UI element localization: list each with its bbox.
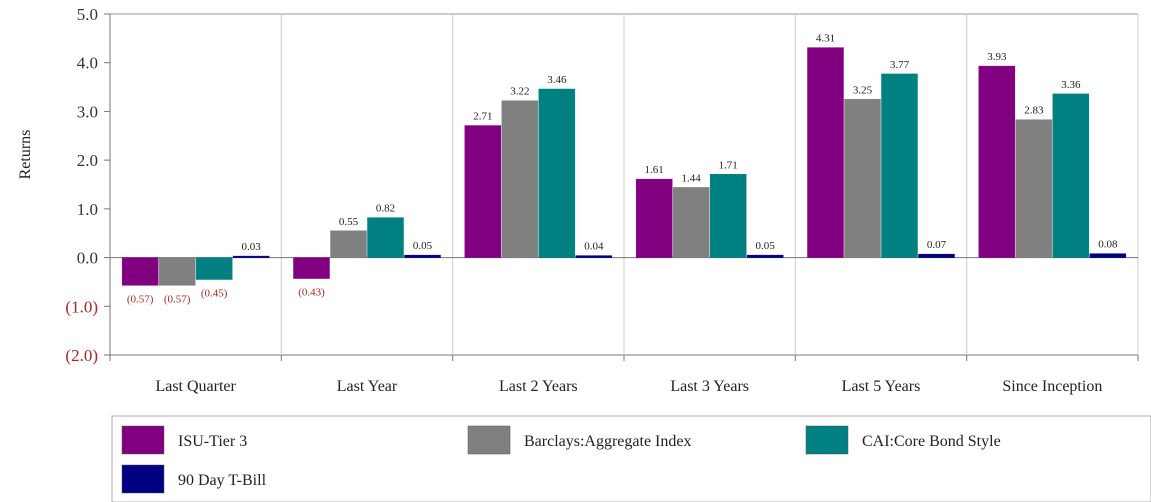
data-label: 3.93 (987, 51, 1007, 63)
legend-label: 90 Day T-Bill (178, 472, 267, 489)
bar (709, 174, 747, 258)
bar (978, 65, 1016, 258)
x-category-label: Last Quarter (155, 378, 236, 395)
data-label: 0.04 (584, 241, 604, 253)
bar (538, 88, 576, 258)
legend-swatch (467, 425, 511, 455)
data-label: 2.71 (473, 111, 492, 123)
bar (367, 217, 404, 258)
bar (575, 255, 613, 258)
y-tick-label: 3.0 (77, 102, 98, 121)
data-label: 3.25 (853, 84, 873, 96)
bar (232, 255, 270, 258)
bar (807, 47, 844, 258)
data-label: (0.57) (164, 293, 191, 305)
bar (501, 100, 539, 258)
data-label: 1.61 (645, 164, 664, 176)
bar (195, 257, 233, 280)
x-category-label: Last 2 Years (499, 378, 578, 395)
bar (635, 178, 673, 258)
bar (672, 187, 710, 258)
y-tick-label: 2.0 (77, 151, 98, 170)
y-tick-label: 4.0 (77, 54, 98, 73)
x-category-label: Last 5 Years (842, 378, 921, 395)
legend-box (111, 415, 1151, 502)
data-label: 3.77 (890, 59, 910, 71)
x-category-label: Last Year (337, 378, 398, 395)
y-axis-title: Returns (17, 130, 34, 180)
data-label: 4.31 (816, 33, 835, 45)
data-label: 0.82 (376, 203, 395, 215)
legend-swatch (121, 425, 165, 455)
bar (293, 257, 330, 279)
data-label: 1.44 (682, 172, 702, 184)
y-tick-label: 1.0 (77, 200, 98, 219)
data-label: 3.22 (510, 86, 529, 98)
bar (464, 125, 502, 258)
data-label: 2.83 (1024, 105, 1044, 117)
y-tick-label: 5.0 (77, 5, 98, 24)
data-label: 3.46 (547, 74, 567, 86)
legend-label: CAI:Core Bond Style (862, 433, 1001, 450)
x-category-label: Since Inception (1002, 378, 1102, 395)
bar (1089, 253, 1127, 258)
data-label: 0.05 (756, 240, 776, 252)
y-tick-label: (1.0) (65, 297, 98, 316)
data-label: 3.36 (1061, 79, 1081, 91)
bar (121, 257, 159, 286)
x-category-label: Last 3 Years (670, 378, 749, 395)
y-tick-label: (2.0) (65, 346, 98, 365)
bar (1015, 119, 1053, 258)
bar (1052, 93, 1090, 258)
legend-label: ISU-Tier 3 (178, 433, 247, 450)
bar (330, 230, 367, 258)
legend-swatch (121, 464, 165, 494)
data-label: (0.43) (298, 287, 325, 299)
legend-label: Barclays:Aggregate Index (524, 433, 691, 450)
data-label: 0.08 (1098, 239, 1118, 251)
data-label: 1.71 (719, 159, 738, 171)
bar (404, 254, 441, 258)
data-label: (0.45) (201, 287, 228, 299)
bar (881, 73, 918, 258)
bar (918, 253, 955, 258)
data-label: 0.05 (413, 240, 433, 252)
data-label: 0.07 (927, 239, 947, 251)
data-label: 0.55 (339, 216, 359, 228)
y-tick-label: 0.0 (77, 249, 98, 268)
data-label: (0.57) (127, 293, 154, 305)
data-label: 0.03 (242, 241, 262, 253)
legend-swatch (805, 425, 849, 455)
bar (158, 257, 196, 286)
bar (844, 99, 881, 258)
bar (746, 254, 784, 258)
